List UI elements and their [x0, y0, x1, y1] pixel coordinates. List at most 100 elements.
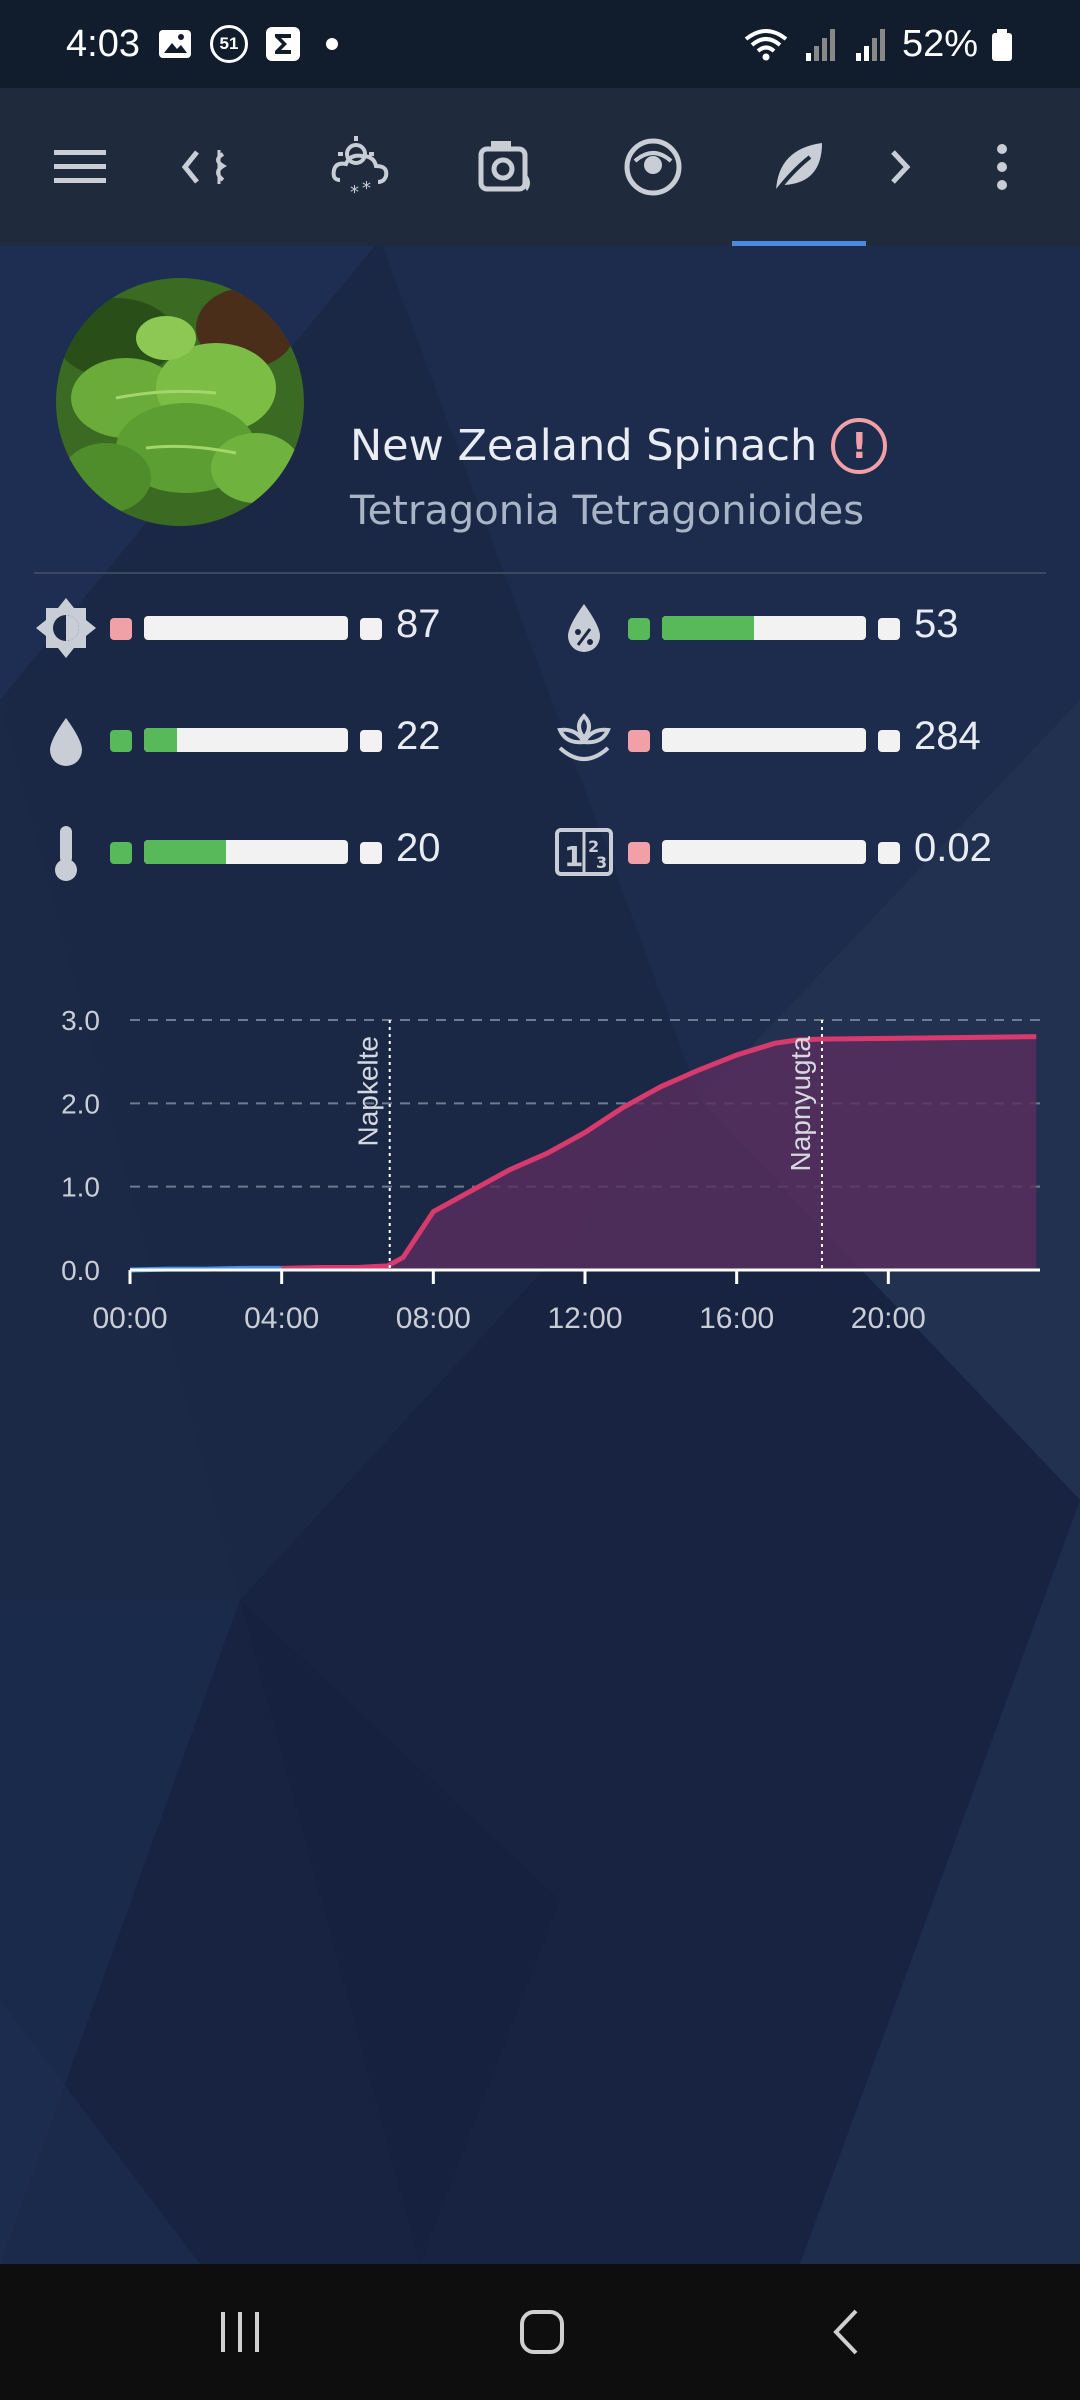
- sensor-value: 284: [914, 714, 981, 758]
- back-icon: [833, 2309, 858, 2355]
- y-tick-label: 1.0: [61, 1172, 100, 1203]
- y-tick-label: 0.0: [61, 1255, 100, 1286]
- notification-count: 51: [219, 34, 239, 53]
- sensor-max-indicator: [360, 730, 382, 752]
- menu-button[interactable]: [40, 88, 120, 246]
- x-tick-label: 04:00: [244, 1302, 319, 1335]
- alert-icon[interactable]: !: [831, 418, 888, 474]
- sensor-moisture[interactable]: 22: [34, 708, 454, 768]
- vacuum-icon: [624, 138, 682, 196]
- menu-icon: [54, 150, 106, 183]
- sensor-level-fill: [662, 616, 754, 640]
- x-tick-label: 12:00: [547, 1302, 622, 1335]
- scroll-tabs-right-button[interactable]: [868, 88, 932, 246]
- recent-apps-icon: [221, 2312, 259, 2352]
- status-time: 4:03: [66, 22, 140, 65]
- x-tick-label: 16:00: [699, 1302, 774, 1335]
- plant-name: New Zealand Spinach: [350, 421, 818, 471]
- area-fill: [130, 1036, 1037, 1270]
- sensor-level-fill: [144, 728, 177, 752]
- camera-icon: [478, 141, 530, 192]
- sensor-level-bar: [662, 616, 866, 640]
- water-drop-icon: [50, 718, 82, 766]
- sensor-status-indicator: [628, 730, 650, 752]
- navigation-bar: [0, 2264, 1080, 2400]
- sprout-icon: [557, 713, 611, 761]
- plant-latin-name: Tetragonia Tetragonioides: [350, 488, 865, 534]
- tab-vacuum[interactable]: [608, 88, 698, 246]
- spinach-image: [56, 278, 304, 526]
- x-tick-label: 08:00: [396, 1302, 471, 1335]
- plant-name-row: New Zealand Spinach !: [350, 418, 888, 474]
- signal-icon-2: [855, 29, 885, 61]
- sensor-max-indicator: [360, 618, 382, 640]
- more-notifications-dot: [325, 38, 338, 50]
- tab-plant[interactable]: [752, 88, 844, 246]
- toolbar: * *: [0, 88, 1080, 246]
- gallery-icon: [158, 30, 191, 58]
- thermometer-icon: [55, 826, 77, 881]
- y-tick-label: 3.0: [61, 1005, 100, 1036]
- signal-icon-1: [805, 29, 835, 61]
- battery-percent: 52%: [901, 22, 978, 65]
- sensor-value: 53: [914, 602, 959, 646]
- svg-text:*: *: [350, 182, 359, 202]
- sensor-status-indicator: [110, 618, 132, 640]
- battery-icon: [992, 29, 1012, 61]
- sensor-status-indicator: [110, 730, 132, 752]
- recent-apps-button[interactable]: [180, 2292, 300, 2372]
- home-icon: [520, 2310, 564, 2354]
- x-tick-label: 20:00: [851, 1302, 926, 1335]
- sensor-level-bar: [144, 840, 348, 864]
- sensor-status-indicator: [110, 842, 132, 864]
- chevron-left-icon: [181, 150, 227, 184]
- divider: [34, 572, 1046, 574]
- notification-count-icon: 51: [209, 25, 248, 63]
- x-tick-label: 00:00: [92, 1302, 167, 1335]
- sensor-value: 22: [396, 714, 441, 758]
- tab-weather[interactable]: * *: [316, 88, 406, 246]
- overflow-menu-button[interactable]: [970, 88, 1034, 246]
- sensor-level-bar: [144, 728, 348, 752]
- chevron-right-icon: [891, 150, 911, 184]
- sensor-level-bar: [662, 840, 866, 864]
- status-bar: 4:03 51: [0, 0, 1080, 88]
- sensor-conductivity[interactable]: 284: [552, 708, 981, 768]
- brightness-icon: [36, 598, 96, 658]
- svg-text:*: *: [362, 178, 371, 199]
- active-tab-indicator: [732, 241, 866, 246]
- annotation-label: Napkelte: [353, 1036, 384, 1147]
- humidity-icon: [568, 604, 600, 652]
- sensor-max-indicator: [360, 842, 382, 864]
- tab-camera[interactable]: [462, 88, 552, 246]
- svg-text:1: 1: [564, 840, 583, 873]
- sensor-humidity[interactable]: 53: [552, 596, 972, 656]
- sensor-status-indicator: [628, 842, 650, 864]
- home-button[interactable]: [482, 2292, 602, 2372]
- sensor-status-indicator: [628, 618, 650, 640]
- sensor-dli[interactable]: 1 2 3 0.02: [552, 820, 992, 880]
- sensor-level-bar: [662, 728, 866, 752]
- scroll-tabs-left-button[interactable]: [168, 88, 248, 246]
- svg-text:3: 3: [596, 853, 607, 872]
- plant-photo[interactable]: [56, 278, 304, 526]
- back-button[interactable]: [786, 2292, 906, 2372]
- sensor-value: 20: [396, 826, 441, 870]
- sensor-value: 0.02: [914, 826, 992, 870]
- sensor-illuminance[interactable]: 87: [34, 596, 454, 658]
- annotation-label: Napnyugta: [785, 1036, 816, 1172]
- more-icon: [997, 144, 1007, 190]
- sensor-max-indicator: [878, 618, 900, 640]
- sigma-app-icon: [265, 27, 300, 61]
- sensor-level-bar: [144, 616, 348, 640]
- series-line: [281, 1034, 1037, 1271]
- dli-chart: 0.0 1.0 2.0 3.0 00:00 04:00 08:00 12:00 16:00 20:…: [61, 1005, 1040, 1335]
- sensor-value: 87: [396, 602, 441, 646]
- wifi-icon: [744, 29, 788, 61]
- sensor-max-indicator: [878, 730, 900, 752]
- leaf-icon: [772, 143, 822, 197]
- sensor-temperature[interactable]: 20: [34, 820, 454, 881]
- svg-text:2: 2: [588, 837, 599, 856]
- y-tick-label: 2.0: [61, 1088, 100, 1119]
- weather-icon: * *: [331, 136, 389, 202]
